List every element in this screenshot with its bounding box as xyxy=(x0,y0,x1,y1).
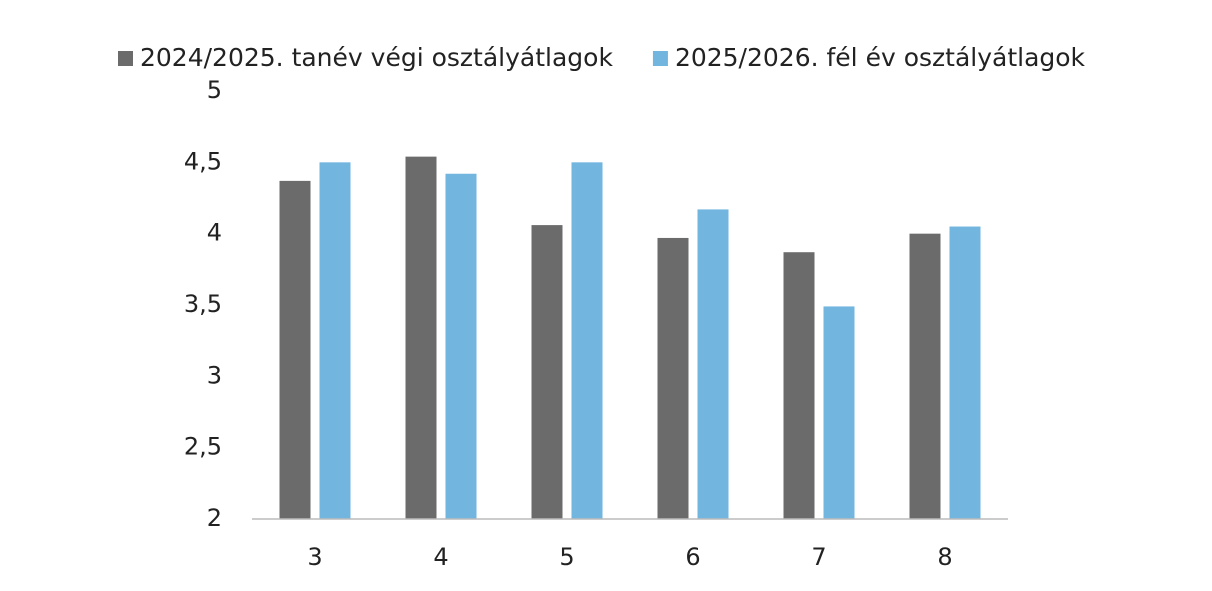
bar xyxy=(571,162,603,520)
bar xyxy=(657,237,689,520)
y-tick-label: 3 xyxy=(207,361,222,389)
bar xyxy=(783,252,815,520)
y-tick-label: 2 xyxy=(207,504,222,532)
bar xyxy=(823,306,855,519)
y-tick-label: 4 xyxy=(207,219,222,247)
legend-swatch xyxy=(652,51,668,66)
legend-label: 2025/2026. fél év osztályátlagok xyxy=(675,43,1086,72)
legend-swatch xyxy=(118,51,133,66)
y-tick-label: 2,5 xyxy=(184,433,222,461)
legend-label: 2024/2025. tanév végi osztályátlagok xyxy=(140,43,613,72)
x-tick-label: 6 xyxy=(685,543,700,571)
bar xyxy=(319,162,351,520)
x-tick-label: 3 xyxy=(307,543,322,571)
legend: 2024/2025. tanév végi osztályátlagok 2025… xyxy=(118,43,1086,72)
bar xyxy=(279,180,311,519)
bar xyxy=(445,173,477,519)
x-tick-label: 8 xyxy=(937,543,952,571)
x-tick-label: 5 xyxy=(559,543,574,571)
x-tick-label: 7 xyxy=(811,543,826,571)
y-tick-label: 3,5 xyxy=(184,290,222,318)
y-tick-label: 4,5 xyxy=(184,147,222,175)
y-tick-label: 5 xyxy=(207,76,222,104)
bar xyxy=(949,226,981,520)
bar xyxy=(697,209,729,519)
bar xyxy=(909,233,941,519)
bar xyxy=(531,225,563,519)
bar xyxy=(405,156,437,520)
x-tick-label: 4 xyxy=(433,543,448,571)
